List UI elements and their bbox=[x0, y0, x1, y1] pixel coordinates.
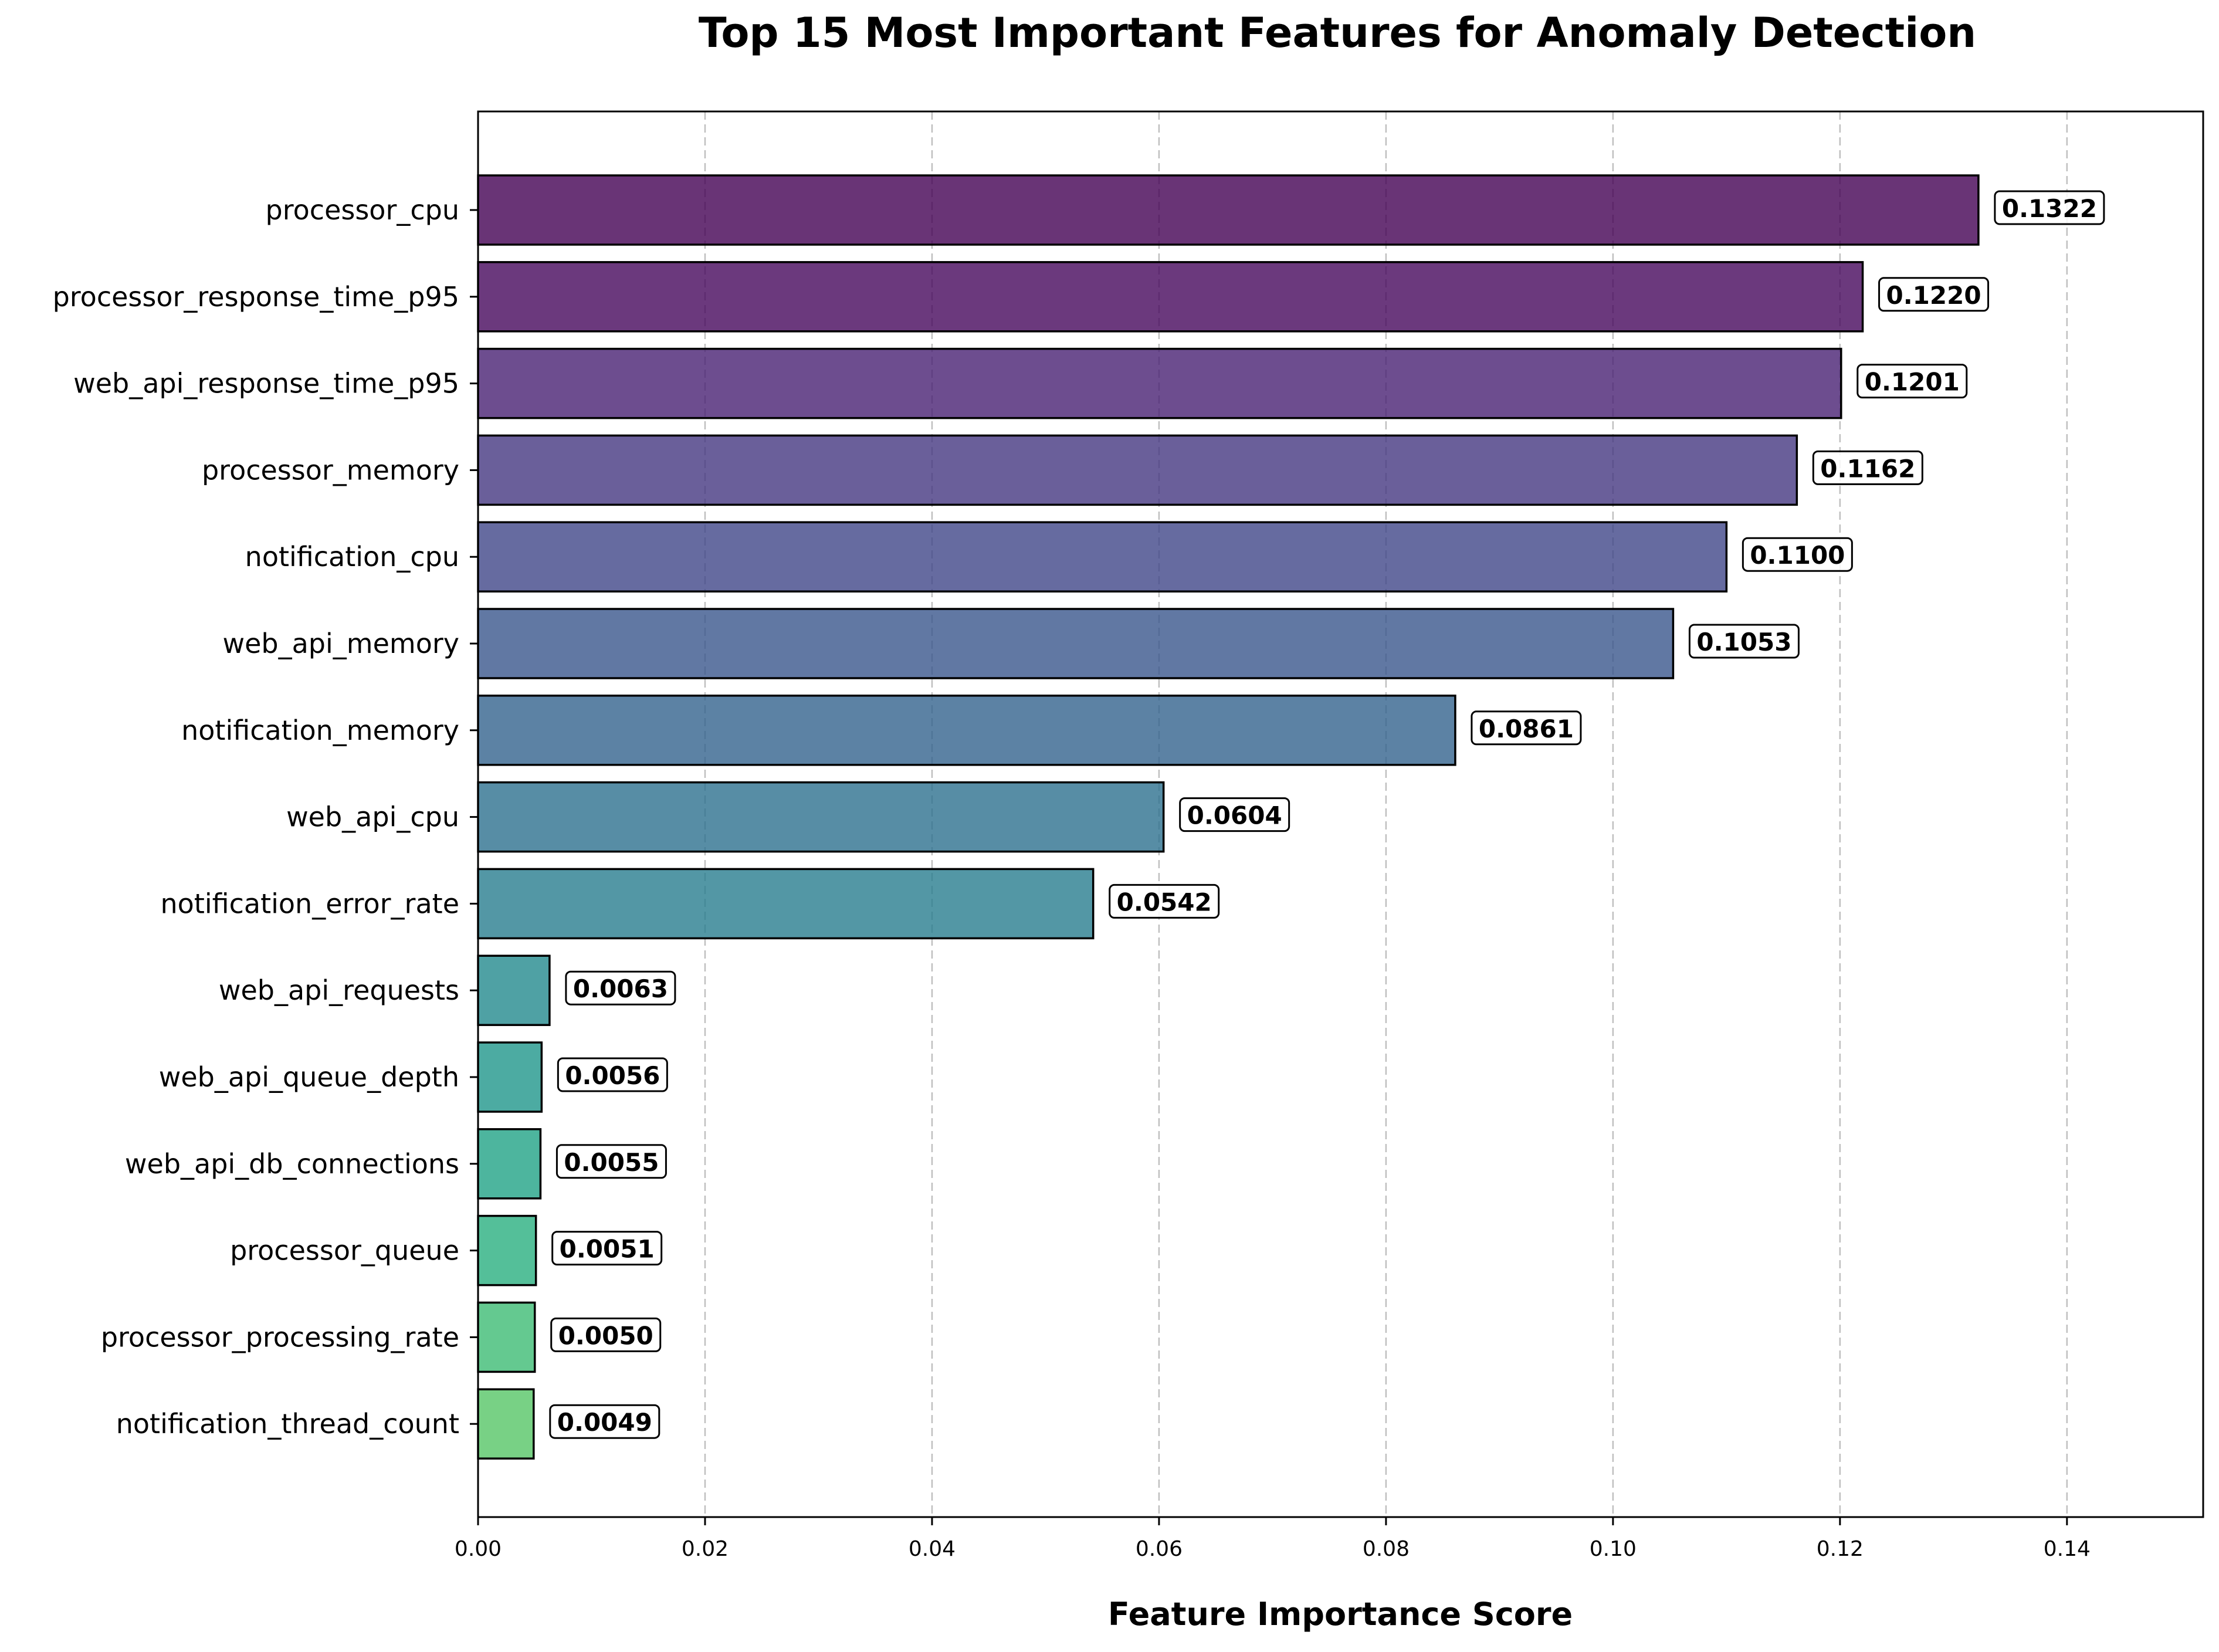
data-label: 0.0063 bbox=[573, 974, 668, 1003]
bar-web-api-memory bbox=[477, 608, 1675, 679]
plot-area-frame bbox=[477, 110, 2204, 1518]
data-label: 0.1322 bbox=[2002, 194, 2097, 223]
chart-title: Top 15 Most Important Features for Anoma… bbox=[699, 9, 1976, 57]
bar-processor-memory bbox=[477, 434, 1798, 506]
y-tick-label: web_api_queue_depth bbox=[159, 1061, 459, 1093]
data-label: 0.0051 bbox=[560, 1235, 655, 1264]
x-tick-label: 0.00 bbox=[455, 1537, 502, 1561]
y-axis-tick-labels: processor_cpu processor_response_time_p95… bbox=[53, 194, 478, 1440]
data-label-box bbox=[1179, 797, 1290, 832]
x-tick-label: 0.14 bbox=[2044, 1537, 2091, 1561]
bar-notification-cpu bbox=[477, 521, 1728, 593]
data-label: 0.0861 bbox=[1479, 715, 1574, 743]
data-label-box bbox=[557, 1057, 668, 1092]
data-label-box bbox=[1878, 277, 1990, 312]
data-label-box bbox=[551, 1231, 663, 1266]
bars bbox=[477, 174, 1980, 1460]
bar-processor-processing-rate bbox=[477, 1301, 536, 1373]
y-tick-label: notification_memory bbox=[181, 715, 459, 746]
y-tick-label: web_api_memory bbox=[223, 628, 460, 659]
data-label: 0.0050 bbox=[558, 1321, 653, 1350]
y-tick-label: processor_memory bbox=[202, 454, 459, 486]
data-label: 0.1201 bbox=[1865, 368, 1960, 397]
data-label: 0.0604 bbox=[1187, 801, 1282, 830]
y-tick-label: processor_queue bbox=[230, 1235, 459, 1267]
data-label: 0.0056 bbox=[565, 1061, 660, 1090]
bar-processor-response-time-p95 bbox=[477, 261, 1864, 333]
data-label-box bbox=[1812, 450, 1923, 485]
data-label: 0.0055 bbox=[564, 1148, 659, 1177]
y-tick-label: notification_error_rate bbox=[161, 888, 459, 919]
data-label-box bbox=[1109, 883, 1220, 919]
data-label-box bbox=[1471, 710, 1582, 746]
data-label-box bbox=[555, 1144, 667, 1179]
data-label: 0.1220 bbox=[1886, 281, 1981, 310]
y-tick-label: web_api_db_connections bbox=[125, 1148, 459, 1180]
bar-processor-cpu bbox=[477, 174, 1980, 246]
data-label-box bbox=[549, 1404, 660, 1439]
bar-notification-error-rate bbox=[477, 868, 1095, 940]
bar-processor-queue bbox=[477, 1214, 537, 1287]
x-tick-label: 0.10 bbox=[1590, 1537, 1637, 1561]
x-tick-label: 0.06 bbox=[1136, 1537, 1183, 1561]
data-label-box bbox=[550, 1317, 662, 1352]
bar-web-api-requests bbox=[477, 954, 551, 1026]
data-label: 0.1162 bbox=[1820, 454, 1915, 483]
x-axis-tick-labels: 0.00 0.02 0.04 0.06 0.08 0.10 0.12 0.14 bbox=[455, 1517, 2091, 1561]
x-axis-label: Feature Importance Score bbox=[1108, 1596, 1573, 1633]
y-tick-label: processor_processing_rate bbox=[101, 1321, 459, 1353]
bar-web-api-response-time-p95 bbox=[477, 347, 1842, 419]
x-tick-label: 0.08 bbox=[1363, 1537, 1410, 1561]
data-label: 0.1053 bbox=[1696, 628, 1791, 656]
bar-notification-memory bbox=[477, 695, 1456, 766]
x-tick-label: 0.02 bbox=[682, 1537, 729, 1561]
y-tick-label: web_api_cpu bbox=[286, 801, 459, 833]
x-tick-label: 0.04 bbox=[909, 1537, 956, 1561]
data-label: 0.0049 bbox=[557, 1408, 652, 1437]
bar-web-api-db-connections bbox=[477, 1128, 542, 1200]
y-tick-label: processor_cpu bbox=[266, 194, 459, 226]
bar-web-api-queue-depth bbox=[477, 1041, 543, 1113]
bar-web-api-cpu bbox=[477, 781, 1165, 853]
data-label-box bbox=[1688, 624, 1800, 659]
y-tick-label: web_api_response_time_p95 bbox=[73, 368, 459, 400]
data-label-box bbox=[1994, 190, 2105, 225]
y-tick-label: web_api_requests bbox=[219, 974, 459, 1006]
data-labels: 0.1322 0.1220 0.1201 0.1162 0.1100 0.1053 0.08… bbox=[549, 190, 2105, 1439]
y-tick-label: notification_cpu bbox=[245, 541, 459, 573]
data-label-box bbox=[565, 970, 676, 1006]
data-label-box bbox=[1742, 537, 1853, 572]
bar-notification-thread-count bbox=[477, 1388, 535, 1460]
data-label-box bbox=[1856, 364, 1968, 399]
x-tick-label: 0.12 bbox=[1817, 1537, 1864, 1561]
data-label: 0.0542 bbox=[1117, 888, 1212, 916]
y-tick-label: processor_response_time_p95 bbox=[53, 281, 459, 313]
data-label: 0.1100 bbox=[1750, 541, 1845, 570]
y-tick-label: notification_thread_count bbox=[116, 1408, 459, 1440]
